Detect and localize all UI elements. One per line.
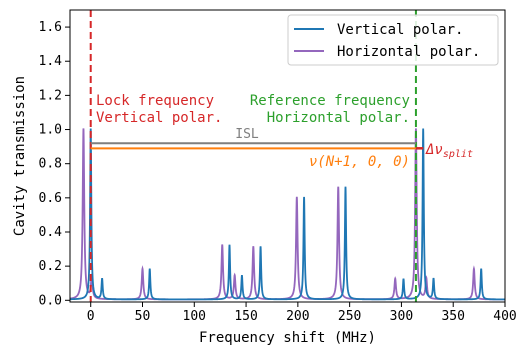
y-axis-label: Cavity transmission — [12, 76, 28, 236]
series-line-vertical — [70, 128, 505, 301]
legend-label-horizontal: Horizontal polar. — [337, 44, 480, 60]
lock-polar-label: Vertical polar. — [96, 110, 222, 126]
plot-frame — [69, 9, 506, 303]
legend-label-vertical: Vertical polar. — [337, 22, 463, 38]
y-tick-label: 0.4 — [39, 225, 63, 240]
y-tick-label: 0.6 — [39, 191, 62, 206]
x-tick-label: 0 — [87, 309, 95, 324]
y-tick-label: 1.6 — [39, 20, 62, 35]
x-tick-label: 250 — [338, 309, 361, 324]
axes: 0 50 100 150 200 250 300 350 400 0.0 0.2 0.4 0.6 0.8 1… — [12, 9, 517, 346]
nu-mode-label: ν(N+1, 0, 0) — [309, 154, 410, 170]
y-tick-label: 1.4 — [39, 54, 63, 69]
x-axis-label: Frequency shift (MHz) — [199, 330, 376, 346]
annotations: Lock frequency Vertical polar. Reference… — [96, 93, 473, 170]
isl-label: ISL — [235, 127, 259, 142]
x-tick-label: 150 — [234, 309, 257, 324]
y-tick-label: 0.2 — [39, 259, 62, 274]
reference-polar-label: Horizontal polar. — [267, 110, 410, 126]
delta-nu-text: Δν — [425, 142, 443, 158]
x-tick-label: 50 — [135, 309, 151, 324]
y-tick-label: 0.8 — [39, 157, 62, 172]
x-tick-label: 400 — [493, 309, 516, 324]
legend-box — [287, 14, 499, 66]
legend: Vertical polar. Horizontal polar. — [287, 14, 499, 66]
y-tick-label: 1.0 — [39, 123, 62, 138]
y-tick-label: 0.0 — [39, 293, 62, 308]
delta-split-label: Δνsplit — [425, 142, 473, 160]
split-subscript: split — [443, 149, 473, 160]
x-tick-label: 350 — [441, 309, 464, 324]
x-tick-label: 200 — [286, 309, 309, 324]
y-tick-label: 1.2 — [39, 88, 62, 103]
x-tick-label: 300 — [390, 309, 413, 324]
reference-frequency-label: Reference frequency — [250, 93, 410, 109]
lock-frequency-label: Lock frequency — [96, 93, 214, 109]
x-tick-label: 100 — [183, 309, 206, 324]
